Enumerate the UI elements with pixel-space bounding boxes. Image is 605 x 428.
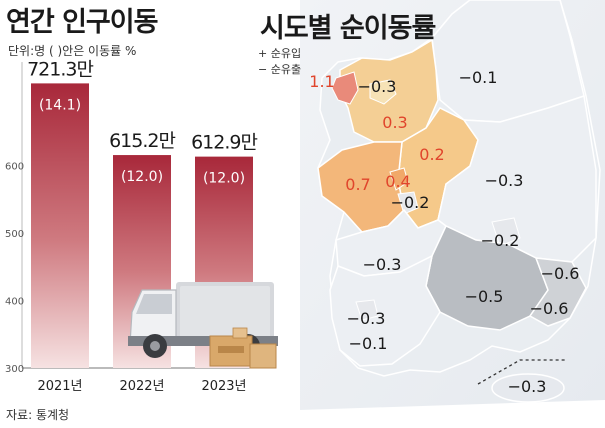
region-seoul (369, 79, 397, 105)
truck-illustration (128, 282, 278, 369)
region-daegu (491, 217, 521, 247)
region-rate-label: −0.3 (347, 309, 386, 328)
region-rate-label: 0.4 (385, 172, 410, 191)
region-rate-label: 0.2 (419, 145, 444, 164)
y-tick-label: 400 (5, 296, 24, 307)
map-rate-labels: 1.1 −0.3 −0.1 0.3 0.2 0.7 0.4 −0.2 −0.3 −0.2 −0.3 −… (309, 68, 579, 396)
bar-chart-title: 연간 인구이동 (6, 7, 158, 38)
bar-value-label: 615.2만 (109, 130, 175, 152)
region-gwangju (355, 299, 379, 321)
map-legend: + 순유입 − 순유출 (258, 46, 301, 78)
region-rate-label: 0.7 (345, 175, 370, 194)
bar-value-labels: 721.3만 615.2만 612.9만 (27, 58, 258, 154)
region-jeju (491, 373, 565, 403)
region-incheon (331, 71, 359, 105)
region-rate-label: −0.3 (485, 171, 524, 190)
y-axis-ticks: 300 400 500 600 (5, 161, 24, 375)
map-title: 시도별 순이동률 (260, 13, 436, 44)
region-daejeon (397, 191, 419, 215)
region-rate-label: −0.1 (349, 334, 388, 353)
region-rate-label: −0.5 (465, 287, 504, 306)
legend-inflow: + 순유입 (258, 47, 302, 60)
bar-value-label: 721.3만 (27, 58, 93, 80)
y-tick-label: 600 (5, 161, 24, 172)
region-sejong (389, 167, 409, 191)
region-rate-label: −0.3 (508, 377, 547, 396)
region-ulsan-busan (528, 257, 587, 327)
y-tick-label: 500 (5, 229, 24, 240)
region-rate-label: −0.6 (541, 264, 580, 283)
bar-rate-label: (12.0) (203, 171, 245, 187)
bar-rate-label: (12.0) (121, 169, 163, 185)
region-rate-label: −0.3 (363, 255, 402, 274)
korea-net-migration-map: 1.1 −0.3 −0.1 0.3 0.2 0.7 0.4 −0.2 −0.3 −0.2 −0.3 −… (300, 0, 605, 410)
region-rate-label: −0.6 (530, 299, 569, 318)
region-rate-label: −0.3 (358, 77, 397, 96)
x-category-label: 2023년 (201, 379, 246, 394)
region-jeonnam (329, 254, 441, 367)
region-rate-label: −0.1 (459, 68, 498, 87)
x-category-label: 2021년 (37, 379, 82, 394)
source-note: 자료: 통계청 (6, 408, 70, 422)
region-rate-label: 0.3 (382, 113, 407, 132)
region-rate-label: −0.2 (481, 231, 520, 250)
bar-rate-labels: (14.1) (12.0) (12.0) (39, 97, 245, 186)
unit-note: 단위:명 ( )안은 이동률 % (8, 44, 137, 58)
jeju-inset-border (477, 359, 566, 385)
category-labels: 2021년 2022년 2023년 (37, 379, 246, 394)
bar-2021년 (31, 83, 89, 369)
y-tick-label: 300 (5, 364, 24, 375)
region-rate-label: −0.2 (391, 193, 430, 212)
bar-value-label: 612.9만 (191, 132, 257, 154)
x-category-label: 2022년 (119, 379, 164, 394)
legend-outflow: − 순유출 (258, 63, 302, 76)
region-rate-label: 1.1 (309, 72, 334, 91)
bar-rate-label: (14.1) (39, 97, 81, 113)
